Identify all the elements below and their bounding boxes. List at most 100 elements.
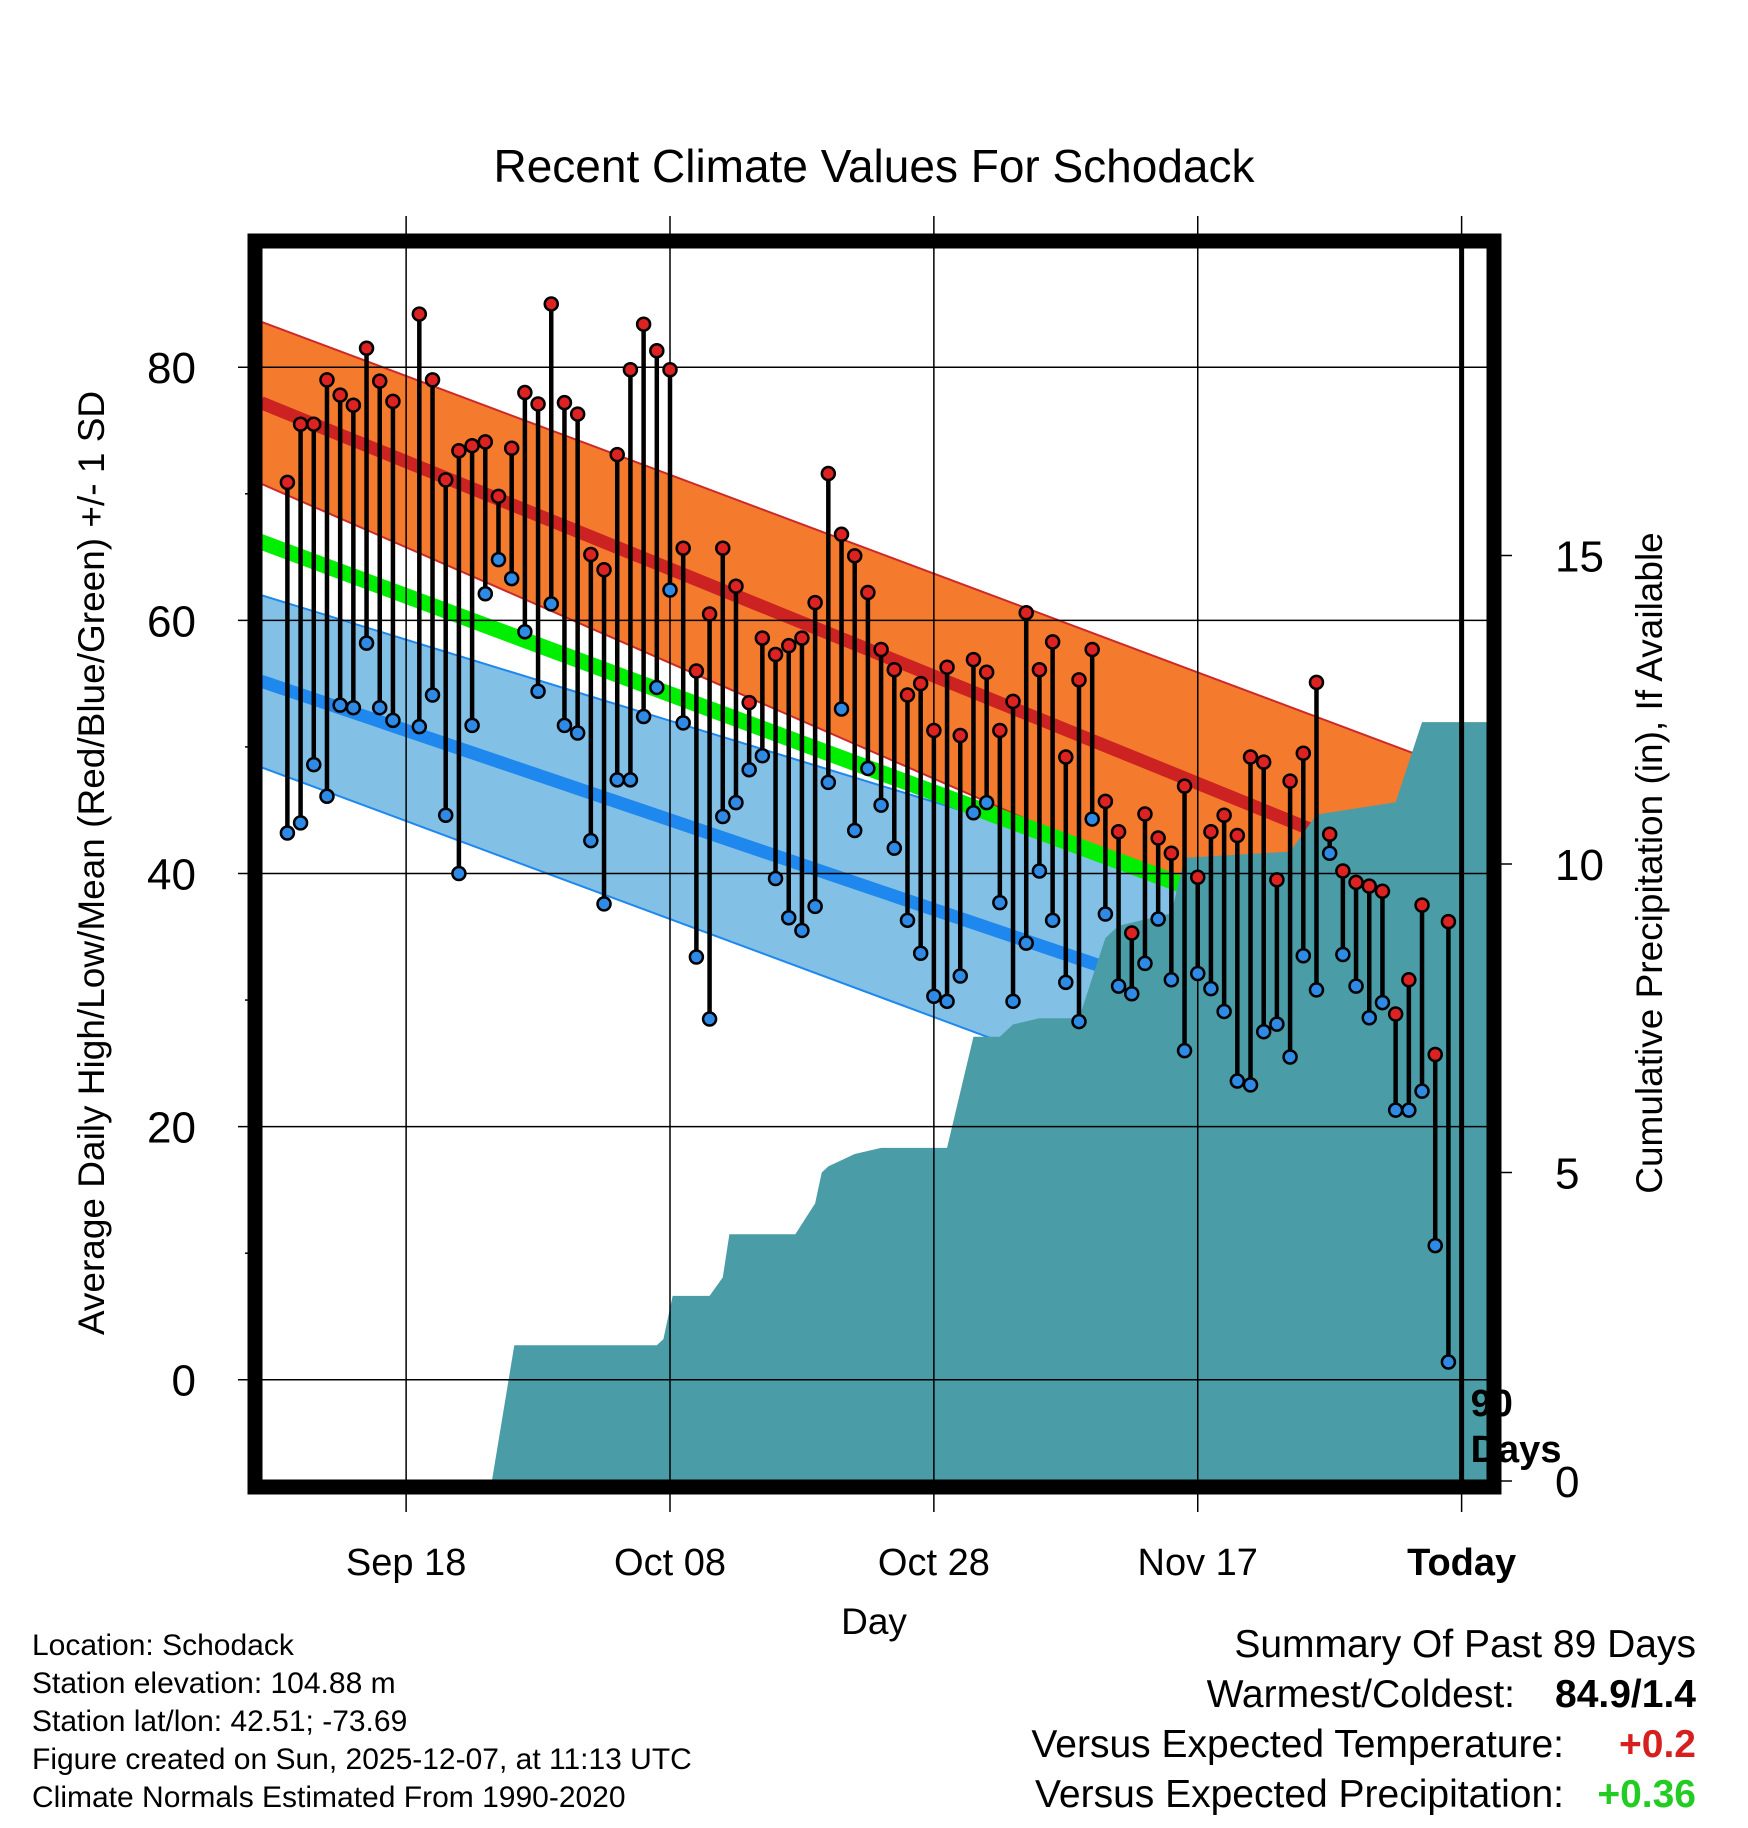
daily-high-point — [1058, 749, 1074, 765]
daily-high-point — [1282, 773, 1298, 789]
daily-low-point — [477, 586, 494, 602]
daily-low-point — [464, 717, 480, 734]
daily-high-point — [1229, 827, 1246, 844]
daily-high-point — [437, 472, 454, 488]
daily-low-point — [1176, 1042, 1193, 1059]
daily-low-point — [1229, 1073, 1246, 1089]
daily-low-point — [609, 772, 625, 788]
daily-high-point — [767, 646, 784, 663]
daily-high-point — [886, 661, 903, 678]
high-sd-band — [261, 320, 1488, 1023]
daily-high-point — [662, 362, 678, 378]
x-tick-label: Nov 17 — [1138, 1542, 1258, 1584]
daily-low-point — [1387, 1102, 1404, 1118]
daily-low-point — [635, 708, 652, 725]
daily-high-point — [635, 316, 652, 332]
daily-high-point — [490, 488, 507, 505]
daily-high-point — [820, 465, 837, 482]
daily-high-point — [873, 641, 889, 658]
daily-low-point — [1269, 1016, 1285, 1032]
daily-high-point — [1387, 1006, 1404, 1022]
daily-low-point — [1071, 1013, 1087, 1030]
daily-low-point — [583, 832, 599, 849]
daily-low-point — [1414, 1083, 1430, 1099]
daily-low-point — [569, 725, 586, 741]
daily-low-point — [912, 945, 929, 961]
daily-high-point — [1401, 972, 1417, 988]
daily-high-point — [794, 630, 810, 646]
daily-low-point — [939, 993, 955, 1010]
daily-low-point — [1242, 1077, 1259, 1093]
daily-low-point — [820, 774, 837, 791]
daily-high-point — [1255, 754, 1272, 770]
daily-high-point — [1189, 869, 1206, 886]
daily-low-point — [1321, 845, 1338, 861]
daily-low-point — [1110, 978, 1127, 994]
y-tick-label: 40 — [147, 850, 196, 899]
summary-title: Summary Of Past 89 Days — [1234, 1623, 1696, 1666]
daily-low-point — [490, 551, 507, 568]
daily-low-point — [794, 922, 810, 939]
station-info: Location: Schodack Station elevation: 10… — [32, 1627, 692, 1817]
daily-low-point — [675, 715, 691, 731]
daily-high-point — [965, 651, 982, 668]
daily-high-point — [1321, 826, 1338, 843]
daily-high-point — [728, 578, 744, 594]
location-text: Location: Schodack — [32, 1629, 294, 1662]
daily-high-point — [649, 343, 665, 359]
x-tick-label: Oct 28 — [878, 1542, 990, 1584]
today-days-word: Days — [1471, 1429, 1562, 1471]
daily-high-point — [319, 372, 335, 388]
daily-high-point — [1018, 605, 1034, 621]
daily-low-point — [992, 894, 1008, 911]
daily-low-point — [1124, 985, 1140, 1002]
daily-high-point — [1348, 874, 1364, 891]
daily-high-point — [371, 373, 388, 389]
daily-low-point — [1018, 935, 1034, 951]
daily-low-point — [1401, 1102, 1417, 1118]
daily-low-point — [1427, 1237, 1443, 1254]
daily-high-point — [741, 694, 757, 711]
daily-low-point — [1335, 946, 1351, 963]
daily-high-point — [899, 687, 916, 703]
summary-precip-row: Versus Expected Precipitation: +0.36 — [1031, 1770, 1696, 1820]
daily-low-point — [1255, 1023, 1272, 1040]
daily-high-point — [451, 443, 467, 459]
daily-low-point — [424, 687, 441, 703]
daily-low-point — [754, 748, 771, 764]
daily-low-point — [1203, 980, 1219, 997]
daily-high-point — [503, 440, 520, 456]
daily-low-point — [1005, 993, 1021, 1010]
created-text: Figure created on Sun, 2025-12-07, at 11… — [32, 1743, 692, 1776]
daily-high-point — [992, 722, 1008, 739]
y2-tick-label: 15 — [1555, 533, 1604, 582]
precip-area — [261, 722, 1488, 1481]
daily-high-point — [833, 526, 850, 543]
daily-high-point — [556, 394, 573, 411]
daily-high-point — [583, 546, 599, 563]
daily-low-point — [741, 761, 757, 778]
y2-tick-label: 0 — [1555, 1458, 1579, 1507]
x-tick-label: Today — [1407, 1542, 1516, 1584]
daily-low-point — [1097, 906, 1114, 922]
daily-low-point — [728, 794, 744, 811]
daily-low-point — [1216, 1003, 1232, 1020]
daily-low-point — [1084, 811, 1100, 827]
daily-high-point — [939, 659, 955, 675]
daily-low-point — [860, 760, 876, 777]
daily-high-point — [926, 722, 942, 739]
daily-high-point — [1176, 778, 1193, 794]
daily-high-point — [1044, 634, 1061, 650]
daily-low-point — [1374, 994, 1391, 1011]
daily-low-point — [319, 788, 335, 805]
x-axis-label: Day — [841, 1601, 907, 1642]
daily-high-point — [860, 584, 876, 601]
warmest-label: Warmest/Coldest: — [1206, 1673, 1516, 1716]
daily-low-point — [701, 1011, 718, 1027]
daily-high-point — [952, 727, 969, 744]
daily-high-point — [912, 675, 929, 692]
precip-label: Versus Expected Precipitation: — [1035, 1773, 1564, 1816]
daily-low-point — [1189, 965, 1206, 982]
